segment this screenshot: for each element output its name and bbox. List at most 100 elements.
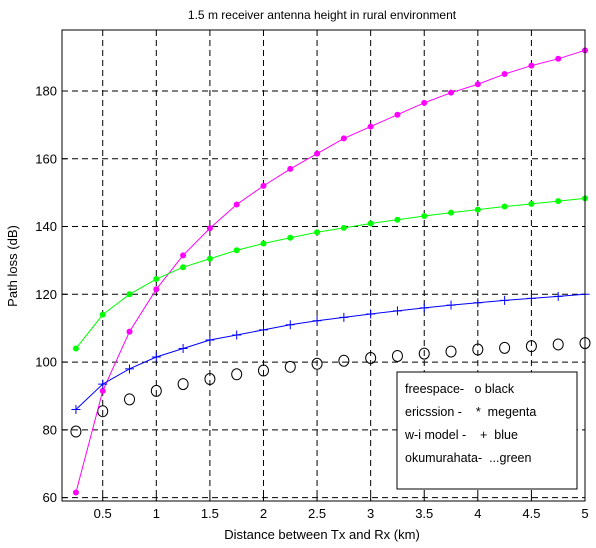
data-point [314, 150, 321, 157]
data-point [338, 354, 350, 367]
data-point [153, 276, 160, 283]
data-point [99, 311, 106, 318]
x-axis-label: Distance between Tx and Rx (km) [224, 527, 420, 542]
data-point [72, 345, 79, 352]
series-2 [71, 289, 590, 415]
data-point [445, 345, 457, 358]
data-point [258, 325, 268, 335]
data-point [231, 368, 243, 381]
data-point [448, 209, 455, 216]
data-point [150, 384, 162, 397]
y-tick-label: 60 [43, 490, 57, 505]
x-tick-label: 5 [581, 506, 588, 521]
legend: freespace- o black ericssion - * megenta… [396, 371, 578, 490]
data-point [125, 364, 135, 374]
y-tick-label: 120 [35, 287, 57, 302]
data-point [525, 340, 537, 353]
data-point [124, 393, 136, 406]
data-point [177, 378, 189, 391]
data-point [339, 312, 349, 322]
data-point [473, 298, 483, 308]
data-point [257, 364, 269, 377]
x-tick-label: 3.5 [415, 506, 433, 521]
data-point [126, 291, 133, 298]
y-axis-label: Path loss (dB) [5, 225, 20, 307]
y-tick-label: 140 [35, 219, 57, 234]
y-tick-label: 100 [35, 355, 57, 370]
data-point [204, 373, 216, 386]
data-point [72, 489, 79, 496]
series-layer [70, 47, 591, 496]
y-tick-label: 80 [43, 422, 57, 437]
data-point [151, 352, 161, 362]
legend-entry-okumurahata: okumurahata- ...green [405, 451, 532, 465]
x-tick-label: 0.5 [94, 506, 112, 521]
data-point [555, 198, 562, 205]
data-point [419, 303, 429, 313]
data-point [70, 425, 82, 438]
y-tick-label: 160 [35, 151, 57, 166]
data-point [555, 55, 562, 62]
x-tick-label: 3 [367, 506, 374, 521]
data-point [206, 225, 213, 232]
data-point [233, 247, 240, 254]
data-point [526, 293, 536, 303]
data-point [206, 255, 213, 262]
y-axis-ticks: 60 80 100 120 140 160 180 [35, 83, 67, 505]
y-tick-label: 180 [35, 83, 57, 98]
data-point [205, 335, 215, 345]
data-point [394, 216, 401, 223]
data-point [474, 81, 481, 88]
x-tick-label: 2 [260, 506, 267, 521]
data-point [340, 135, 347, 142]
chart-title: 1.5 m receiver antenna height in rural e… [188, 8, 457, 22]
data-point [260, 182, 267, 189]
data-point [284, 360, 296, 373]
series-0 [70, 337, 591, 438]
data-point [367, 123, 374, 130]
data-point [391, 349, 403, 362]
legend-entry-wi-model: w-i model - + blue [404, 428, 518, 442]
data-point [178, 344, 188, 354]
plot-frame [61, 29, 586, 502]
x-tick-label: 1.5 [201, 506, 219, 521]
data-point [474, 206, 481, 213]
data-point [180, 264, 187, 271]
x-tick-label: 2.5 [308, 506, 326, 521]
data-point [421, 99, 428, 106]
data-point [392, 306, 402, 316]
data-point [528, 200, 535, 207]
data-point [260, 240, 267, 247]
data-point [552, 338, 564, 351]
data-point [99, 387, 106, 394]
data-point [446, 300, 456, 310]
x-tick-label: 4 [474, 506, 481, 521]
data-point [448, 89, 455, 96]
data-point [366, 309, 376, 319]
data-point [126, 328, 133, 335]
data-point [285, 320, 295, 330]
data-point [472, 343, 484, 356]
series-3 [72, 195, 588, 352]
x-tick-label: 4.5 [522, 506, 540, 521]
data-point [394, 111, 401, 118]
x-axis-ticks: 0.5 1 1.5 2 2.5 3 3.5 4 4.5 5 [94, 496, 589, 521]
x-tick-label: 1 [153, 506, 160, 521]
series-1 [72, 47, 588, 496]
data-point [553, 291, 563, 301]
data-point [314, 229, 321, 236]
data-point [500, 295, 510, 305]
data-point [233, 201, 240, 208]
data-point [340, 224, 347, 231]
data-point [499, 341, 511, 354]
data-point [528, 62, 535, 69]
data-point [71, 405, 81, 415]
data-point [287, 234, 294, 241]
data-point [418, 347, 430, 360]
data-point [153, 286, 160, 293]
legend-entry-ericssion: ericssion - * megenta [405, 405, 536, 419]
series-line [75, 49, 586, 493]
data-point [421, 213, 428, 220]
series-line [75, 197, 586, 349]
